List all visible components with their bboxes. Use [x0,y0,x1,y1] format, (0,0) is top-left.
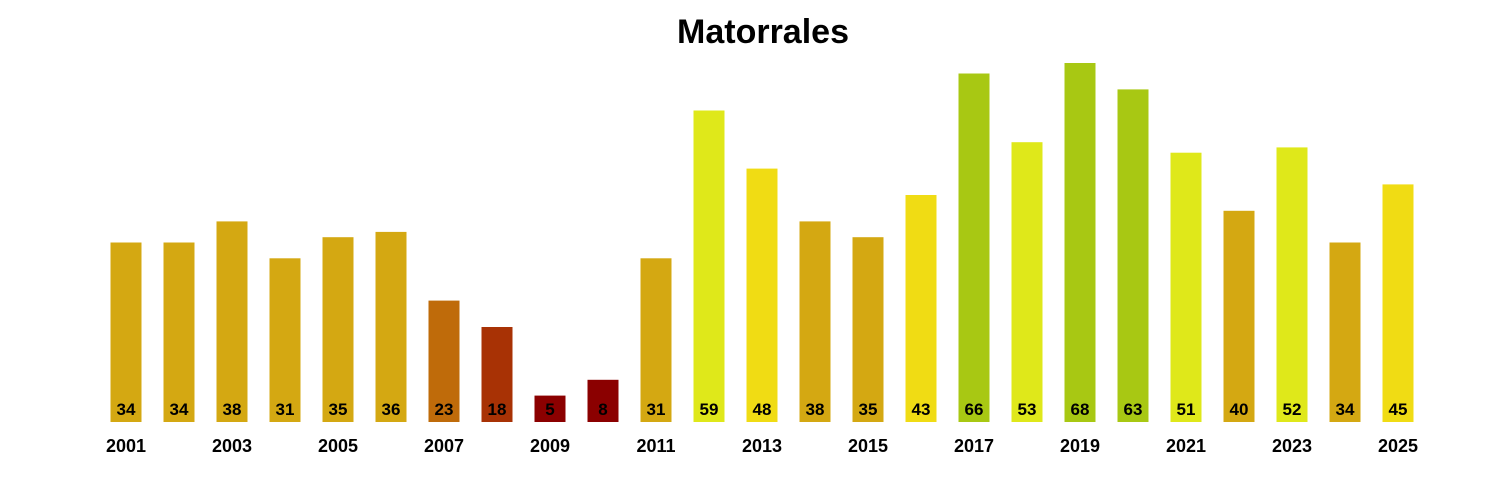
x-tick-label-2021: 2021 [1166,436,1206,456]
x-tick-label-2003: 2003 [212,436,252,456]
value-label-2017: 66 [965,400,984,419]
value-label-2006: 36 [382,400,401,419]
bar-2023 [1276,147,1308,422]
value-label-2008: 18 [488,400,507,419]
value-labels-group: 34 34 38 31 35 36 23 18 5 8 31 59 48 38 35 43 66 53 68 63 51… [117,400,1408,419]
bar-2021 [1170,152,1202,422]
value-label-2018: 53 [1018,400,1037,419]
x-tick-label-2007: 2007 [424,436,464,456]
x-tick-label-2011: 2011 [636,436,675,456]
value-label-2012: 59 [700,400,719,419]
bar-2005 [322,237,354,422]
value-label-2016: 43 [912,400,931,419]
bars-group [110,63,1414,423]
value-label-2015: 35 [859,400,878,419]
bar-2015 [852,237,884,422]
bar-2013 [746,168,778,422]
value-label-2001: 34 [117,400,136,419]
value-label-2009: 5 [545,400,554,419]
x-tick-label-2009: 2009 [530,436,570,456]
value-label-2007: 23 [435,400,454,419]
value-label-2002: 34 [170,400,189,419]
value-label-2005: 35 [329,400,348,419]
x-tick-label-2015: 2015 [848,436,888,456]
x-tick-label-2001: 2001 [106,436,146,456]
value-label-2003: 38 [223,400,242,419]
bar-2002 [163,242,195,422]
value-label-2025: 45 [1389,400,1408,419]
bar-2007 [428,300,460,422]
bar-2025 [1382,184,1414,422]
x-tick-label-2019: 2019 [1060,436,1100,456]
x-tick-label-2025: 2025 [1378,436,1418,456]
x-tick-label-2005: 2005 [318,436,358,456]
value-label-2022: 40 [1230,400,1249,419]
bar-2017 [958,73,990,422]
chart-title: Matorrales [677,13,849,51]
value-label-2024: 34 [1336,400,1355,419]
bar-2011 [640,258,672,422]
value-label-2023: 52 [1283,400,1302,419]
value-label-2021: 51 [1177,400,1196,419]
bar-2018 [1011,142,1043,422]
bar-2003 [216,221,248,422]
x-tick-label-2013: 2013 [742,436,782,456]
x-tick-label-2023: 2023 [1272,436,1312,456]
bar-2022 [1223,210,1255,422]
value-label-2004: 31 [276,400,295,419]
value-label-2013: 48 [753,400,772,419]
value-label-2011: 31 [647,400,666,419]
value-label-2019: 68 [1071,400,1090,419]
bar-2019 [1064,63,1096,422]
value-label-2014: 38 [806,400,825,419]
x-axis-tick-labels: 2001 2003 2005 2007 2009 2011 2013 2015 2017 2019… [106,436,1418,456]
value-label-2020: 63 [1124,400,1143,419]
bar-2016 [905,195,937,422]
bar-2014 [799,221,831,422]
bar-2008 [481,327,513,422]
bar-2024 [1329,242,1361,422]
x-tick-label-2017: 2017 [954,436,994,456]
value-label-2010: 8 [598,400,607,419]
bar-2010 [587,379,619,422]
bar-2004 [269,258,301,422]
bar-2020 [1117,89,1149,423]
bar-2001 [110,242,142,422]
bar-2009 [534,395,566,422]
bar-2012 [693,110,725,422]
bar-2006 [375,231,407,422]
